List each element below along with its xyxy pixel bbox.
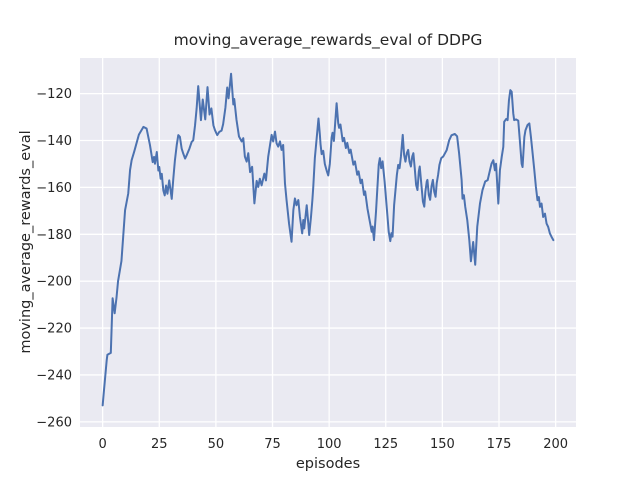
x-tick-label: 125 <box>373 437 398 452</box>
x-axis-label: episodes <box>296 456 360 472</box>
series-group <box>101 72 555 407</box>
gridlines <box>80 58 576 427</box>
plot-area <box>80 58 576 427</box>
y-tick-label: −220 <box>36 322 72 337</box>
y-tick-label: −160 <box>36 181 72 196</box>
x-tick-label: 200 <box>543 437 568 452</box>
y-tick-label: −200 <box>36 275 72 290</box>
x-tick-label: 0 <box>99 437 107 452</box>
x-tick-label: 175 <box>487 437 512 452</box>
x-tick-label: 150 <box>430 437 455 452</box>
y-tick-label: −260 <box>36 415 72 430</box>
series-line <box>101 72 555 407</box>
y-axis-label: moving_average_rewards_eval <box>18 130 34 353</box>
y-tick-label: −240 <box>36 368 72 383</box>
x-axis-tick-labels: 0 25 50 75 100 125 150 175 200 <box>99 437 569 452</box>
y-axis-tick-labels: −260 −240 −220 −200 −180 −160 −140 −120 <box>36 87 72 430</box>
x-tick-label: 25 <box>151 437 168 452</box>
chart-title: moving_average_rewards_eval of DDPG <box>174 31 483 50</box>
y-tick-label: −180 <box>36 228 72 243</box>
y-tick-label: −140 <box>36 134 72 149</box>
x-tick-label: 50 <box>208 437 225 452</box>
y-tick-label: −120 <box>36 87 72 102</box>
x-tick-label: 75 <box>264 437 281 452</box>
x-tick-label: 100 <box>317 437 342 452</box>
